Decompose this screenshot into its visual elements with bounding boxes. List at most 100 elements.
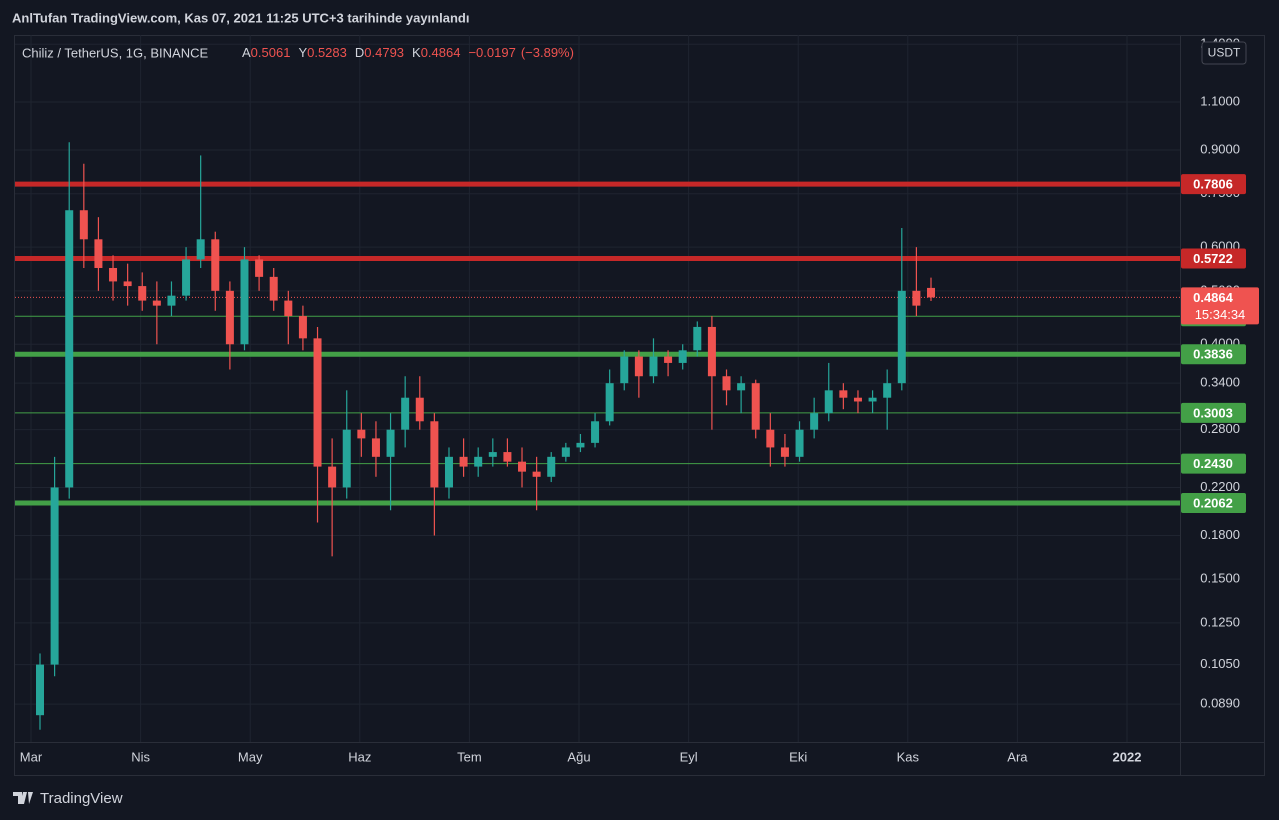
change-value: −0.0197 <box>468 45 515 60</box>
candle-body <box>693 326 702 351</box>
candle-body <box>474 456 483 467</box>
candle-body <box>167 295 176 306</box>
ohlc-key: A <box>242 45 251 60</box>
x-tick-label: Ağu <box>567 749 590 764</box>
x-tick-label: Eyl <box>680 749 698 764</box>
candle-body <box>284 300 293 317</box>
brand-name: TradingView <box>40 790 123 807</box>
ohlc-value: 0.4793 <box>364 45 404 60</box>
x-tick-label: Mar <box>20 749 43 764</box>
candle-body <box>196 239 205 260</box>
candles <box>36 142 935 730</box>
price-labels: 0.78060.57220.44960.38360.30030.24300.20… <box>1181 174 1259 513</box>
currency-label[interactable]: USDT <box>1208 46 1241 60</box>
x-tick-label: Nis <box>131 749 150 764</box>
level-label: 0.5722 <box>1193 251 1233 266</box>
levels <box>15 181 1180 506</box>
brand: TradingView <box>13 790 123 807</box>
y-tick-label: 0.1500 <box>1200 571 1240 586</box>
candle-body <box>459 456 468 467</box>
candle-body <box>36 664 44 716</box>
candle-body <box>371 438 380 457</box>
candle-body <box>518 461 527 472</box>
candle-body <box>810 413 819 430</box>
candle-body <box>444 456 453 488</box>
candle-body <box>138 286 147 301</box>
candle-body <box>912 290 921 306</box>
level-label-box <box>1181 344 1246 365</box>
candle-body <box>488 452 497 457</box>
candle-body <box>722 376 731 391</box>
y-tick-label: 0.1250 <box>1200 614 1240 629</box>
candle-body <box>824 390 833 414</box>
candle-body <box>839 390 848 398</box>
candle-body <box>182 259 191 296</box>
candle-body <box>634 356 643 377</box>
candle-body <box>503 452 512 462</box>
brand-logo <box>13 792 33 804</box>
x-tick-label: Kas <box>897 749 920 764</box>
currency-box[interactable] <box>1201 41 1247 65</box>
x-tick-label: Eki <box>789 749 807 764</box>
candle-body <box>591 421 600 443</box>
candle-body <box>298 316 307 339</box>
level-label: 0.7806 <box>1193 177 1233 192</box>
candle-body <box>430 421 439 488</box>
x-tick-label: May <box>238 749 263 764</box>
candle-body <box>795 429 804 457</box>
candle-body <box>342 429 351 488</box>
candle-body <box>211 239 220 291</box>
ohlc-value: 0.4864 <box>421 45 461 60</box>
ohlc-key: Y <box>298 45 307 60</box>
level-label-box <box>1181 248 1246 269</box>
candle-body <box>240 259 249 345</box>
level-label-box <box>1181 402 1246 423</box>
candle-body <box>415 397 424 422</box>
level-label-box <box>1181 492 1246 513</box>
candle-body <box>853 397 862 402</box>
chart-panel <box>14 35 1265 776</box>
candle-body <box>269 276 278 301</box>
level-label: 0.3836 <box>1193 347 1233 362</box>
candle-body <box>225 290 234 345</box>
candle-body <box>561 447 570 457</box>
x-tick-label: 2022 <box>1113 749 1142 764</box>
candle-body <box>547 456 556 477</box>
candle-body <box>707 326 716 377</box>
level-label-box <box>1181 174 1246 195</box>
candle-body <box>883 383 892 398</box>
candle-body <box>357 429 366 439</box>
y-tick-label: 1.1000 <box>1200 93 1240 108</box>
candle-body <box>109 267 118 282</box>
candle-body <box>664 356 673 363</box>
candle-body <box>620 356 629 384</box>
ohlc-key: K <box>412 45 421 60</box>
ohlc-line: A0.5061 Y0.5283 D0.4793 K0.4864 −0.0197 (−3.8… <box>242 45 574 60</box>
legend-header: Chiliz / TetherUS, 1G, BINANCE A0.5061 Y0… <box>22 45 574 60</box>
y-tick-label: 0.1050 <box>1200 656 1240 671</box>
candle-body <box>766 429 775 448</box>
y-tick-label: 0.3400 <box>1200 375 1240 390</box>
candle-body <box>927 287 935 298</box>
level-label: 0.2430 <box>1193 456 1233 471</box>
candle-body <box>79 210 88 240</box>
candle-body <box>868 397 877 402</box>
candle-body <box>576 442 585 448</box>
candle-body <box>649 356 658 377</box>
y-tick-label: 0.1800 <box>1200 527 1240 542</box>
ohlc-value: 0.5061 <box>251 45 291 60</box>
y-tick-label: 0.9000 <box>1200 141 1240 156</box>
ohlc-key: D <box>355 45 364 60</box>
candle-body <box>605 383 614 422</box>
ohlc-value: 0.5283 <box>307 45 347 60</box>
y-tick-label: 0.0890 <box>1200 696 1240 711</box>
last-price-label: 0.4864 <box>1193 290 1234 305</box>
candle-body <box>65 210 74 488</box>
x-tick-label: Ara <box>1007 749 1028 764</box>
candle-body <box>532 471 541 477</box>
level-label: 0.3003 <box>1193 405 1233 420</box>
candle-body <box>94 239 103 268</box>
candle-body <box>50 487 59 665</box>
